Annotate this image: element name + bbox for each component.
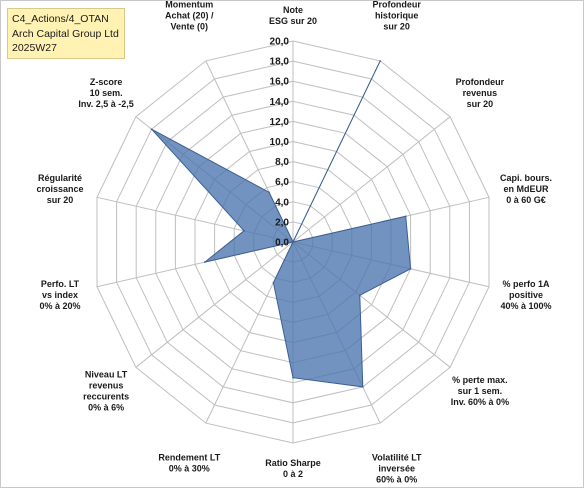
axis-label-line: vs index bbox=[42, 290, 78, 300]
data-point bbox=[243, 230, 245, 232]
axis-label-line: Note bbox=[283, 5, 303, 15]
header-company: Arch Capital Group Ltd bbox=[12, 27, 119, 40]
axis-label: Rendement LT 0% à 30% bbox=[158, 452, 220, 473]
axis-label-line: 0% à 6% bbox=[88, 403, 124, 413]
tick-label: 12,0 bbox=[270, 117, 290, 128]
data-point bbox=[204, 261, 206, 263]
radar-series bbox=[150, 60, 412, 388]
axis-label: Capi. bours. en MdEUR 0 à 60 G€ bbox=[500, 173, 552, 205]
tick-label: 16,0 bbox=[270, 77, 290, 88]
axis-label-line: 40% à 100% bbox=[500, 301, 551, 311]
axis-label-line: % perte max. bbox=[452, 375, 508, 385]
axis-label: Profondeur revenus sur 20 bbox=[456, 77, 505, 109]
axis-label-line: sur 1 sem. bbox=[458, 386, 503, 396]
axis-label-line: sur 20 bbox=[467, 99, 494, 109]
axis-label-line: % perfo 1A bbox=[502, 279, 550, 289]
axis-label-line: sur 20 bbox=[383, 22, 410, 32]
axis-label: % perfo 1A positive 40% à 100% bbox=[500, 279, 551, 311]
tick-label: 0,0 bbox=[275, 238, 289, 249]
data-point bbox=[359, 294, 361, 297]
axis-label-line: Ratio Sharpe bbox=[265, 458, 321, 468]
data-point bbox=[272, 281, 275, 284]
axis-label-line: 0 à 2 bbox=[283, 469, 303, 479]
axis-label-line: 0% à 30% bbox=[169, 463, 210, 473]
tick-label: 14,0 bbox=[270, 97, 290, 108]
tick-label: 18,0 bbox=[270, 57, 290, 68]
data-point bbox=[404, 215, 407, 218]
tick-label: 4,0 bbox=[275, 197, 289, 208]
grid-spoke bbox=[135, 241, 294, 368]
axis-label: Niveau LT revenus reccurents 0% à 6% bbox=[83, 370, 129, 413]
axis-label: Volatilité LT inversée 60% à 0% bbox=[372, 452, 422, 484]
axis-label-line: inversée bbox=[378, 463, 415, 473]
axis-label-line: historique bbox=[375, 11, 419, 21]
grid-spoke bbox=[292, 116, 451, 243]
axis-label-line: Régularité bbox=[38, 173, 82, 183]
axis-label-line: 10 sem. bbox=[90, 88, 123, 98]
axis-label-line: revenus bbox=[463, 88, 498, 98]
radar-tick-labels: 0,0 2,0 4,0 6,0 8,0 10,0 12,0 14,0 16,0 18,0 20,0 bbox=[270, 37, 290, 249]
header-category: C4_Actions/4_OTAN bbox=[12, 13, 109, 25]
data-point bbox=[268, 191, 270, 193]
axis-label-line: Inv. 60% à 0% bbox=[451, 397, 509, 407]
axis-label-line: Achat (20) / bbox=[165, 11, 214, 21]
axis-label-line: Profondeur bbox=[372, 0, 421, 10]
axis-label: Z-score 10 sem. Inv. 2,5 à -2,5 bbox=[78, 77, 133, 109]
axis-label-line: Niveau LT bbox=[85, 370, 128, 380]
tick-label: 2,0 bbox=[275, 217, 289, 228]
tick-label: 20,0 bbox=[270, 37, 290, 48]
chart-header-box: C4_Actions/4_OTAN Arch Capital Group Ltd… bbox=[7, 8, 125, 59]
data-point bbox=[150, 128, 153, 130]
axis-label-line: Z-score bbox=[90, 77, 123, 87]
axis-label-line: Profondeur bbox=[456, 77, 505, 87]
data-point bbox=[292, 241, 294, 243]
axis-label: Régularité croissance sur 20 bbox=[36, 173, 83, 205]
axis-label: Perfo. LT vs index 0% à 20% bbox=[39, 279, 80, 311]
axis-label-line: positive bbox=[509, 290, 543, 300]
data-point bbox=[379, 60, 382, 62]
axis-label-line: revenus bbox=[89, 381, 124, 391]
axis-label-line: Capi. bours. bbox=[500, 173, 552, 183]
axis-label-line: 0 à 60 G€ bbox=[506, 195, 546, 205]
data-point bbox=[409, 268, 412, 270]
axis-label-line: Volatilité LT bbox=[372, 452, 422, 462]
tick-label: 6,0 bbox=[275, 177, 289, 188]
axis-label-line: Momentum bbox=[165, 0, 213, 10]
axis-label: Momentum Achat (20) / Vente (0) bbox=[165, 0, 214, 32]
header-week: 2025W27 bbox=[12, 42, 57, 54]
axis-label: % perte max. sur 1 sem. Inv. 60% à 0% bbox=[451, 375, 509, 407]
axis-label-line: 0% à 20% bbox=[39, 301, 80, 311]
tick-label: 10,0 bbox=[270, 137, 290, 148]
axis-label-line: Vente (0) bbox=[171, 22, 209, 32]
axis-label: Ratio Sharpe 0 à 2 bbox=[265, 458, 321, 479]
axis-label-line: croissance bbox=[36, 184, 83, 194]
axis-label-line: Perfo. LT bbox=[41, 279, 80, 289]
axis-label-line: ESG sur 20 bbox=[269, 16, 317, 26]
data-point bbox=[362, 386, 364, 388]
axis-label: Profondeur historique sur 20 bbox=[372, 0, 421, 32]
data-point bbox=[292, 376, 294, 379]
axis-label-line: Inv. 2,5 à -2,5 bbox=[78, 99, 133, 109]
axis-label-line: 60% à 0% bbox=[376, 474, 417, 484]
tick-label: 8,0 bbox=[275, 157, 289, 168]
axis-label-line: Rendement LT bbox=[158, 452, 220, 462]
axis-label-line: sur 20 bbox=[47, 195, 74, 205]
axis-label-line: reccurents bbox=[83, 392, 129, 402]
axis-label-line: en MdEUR bbox=[504, 184, 550, 194]
axis-label: Note ESG sur 20 bbox=[269, 5, 317, 26]
